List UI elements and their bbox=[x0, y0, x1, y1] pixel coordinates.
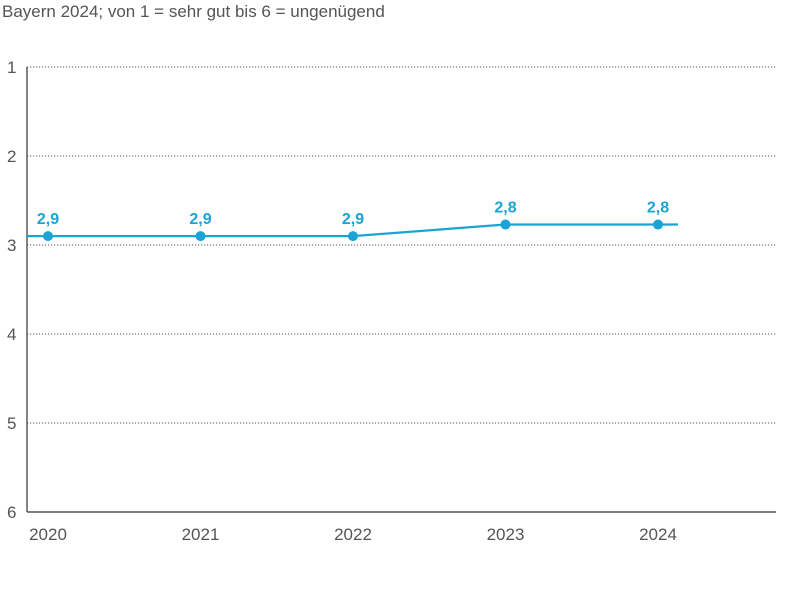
y-tick-label: 1 bbox=[7, 58, 16, 77]
data-labels: 2,9 2,9 2,9 2,8 2,8 bbox=[37, 200, 669, 229]
data-label: 2,9 bbox=[189, 211, 211, 228]
x-tick-labels: 2020 2021 2022 2023 2024 bbox=[29, 525, 677, 544]
y-tick-labels: 1 2 3 4 5 6 bbox=[7, 58, 16, 522]
axes bbox=[26, 67, 776, 513]
x-tick-label: 2021 bbox=[182, 525, 220, 544]
data-label: 2,8 bbox=[647, 200, 669, 217]
y-tick-label: 6 bbox=[7, 503, 16, 522]
y-tick-label: 4 bbox=[7, 325, 16, 344]
data-point bbox=[43, 231, 53, 242]
y-tick-label: 3 bbox=[7, 236, 16, 255]
data-label: 2,9 bbox=[342, 211, 364, 228]
data-point bbox=[348, 231, 358, 242]
chart-subtitle: Bayern 2024; von 1 = sehr gut bis 6 = un… bbox=[2, 2, 385, 21]
data-point bbox=[653, 219, 663, 230]
x-tick-label: 2020 bbox=[29, 525, 67, 544]
data-label: 2,9 bbox=[37, 211, 59, 228]
data-point bbox=[195, 231, 206, 242]
data-point bbox=[500, 219, 511, 230]
x-tick-label: 2023 bbox=[487, 525, 525, 544]
grid-lines bbox=[27, 66, 776, 424]
data-label: 2,8 bbox=[494, 200, 516, 217]
x-tick-label: 2022 bbox=[334, 525, 372, 544]
y-tick-label: 2 bbox=[7, 147, 16, 166]
y-tick-label: 5 bbox=[7, 414, 16, 433]
series-layer bbox=[27, 219, 678, 242]
x-tick-label: 2024 bbox=[639, 525, 677, 544]
